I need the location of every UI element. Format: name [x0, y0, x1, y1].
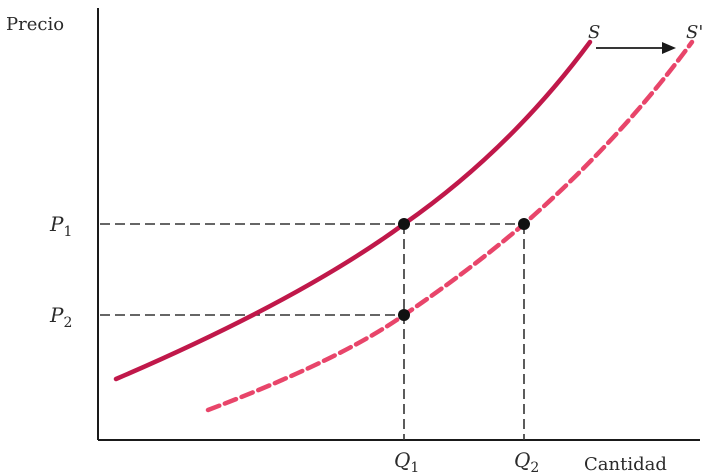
curve-label-s-prime: S' — [686, 22, 703, 43]
price-label-p1: P1 — [49, 212, 72, 240]
y-axis-label: Precio — [6, 14, 64, 35]
price-label-p2: P2 — [49, 303, 72, 331]
point-q1-p1 — [398, 218, 410, 230]
quantity-label-q1: Q1 — [394, 448, 419, 476]
shift-arrow — [596, 42, 676, 54]
quantity-label-q2: Q2 — [514, 448, 539, 476]
supply-curve-s-prime — [205, 39, 695, 413]
point-q2-p1 — [518, 218, 530, 230]
point-q1-p2 — [398, 309, 410, 321]
curve-label-s: S — [588, 22, 600, 43]
supply-curve-s — [113, 39, 593, 382]
x-axis-label: Cantidad — [584, 454, 667, 475]
guide-lines — [100, 223, 525, 440]
